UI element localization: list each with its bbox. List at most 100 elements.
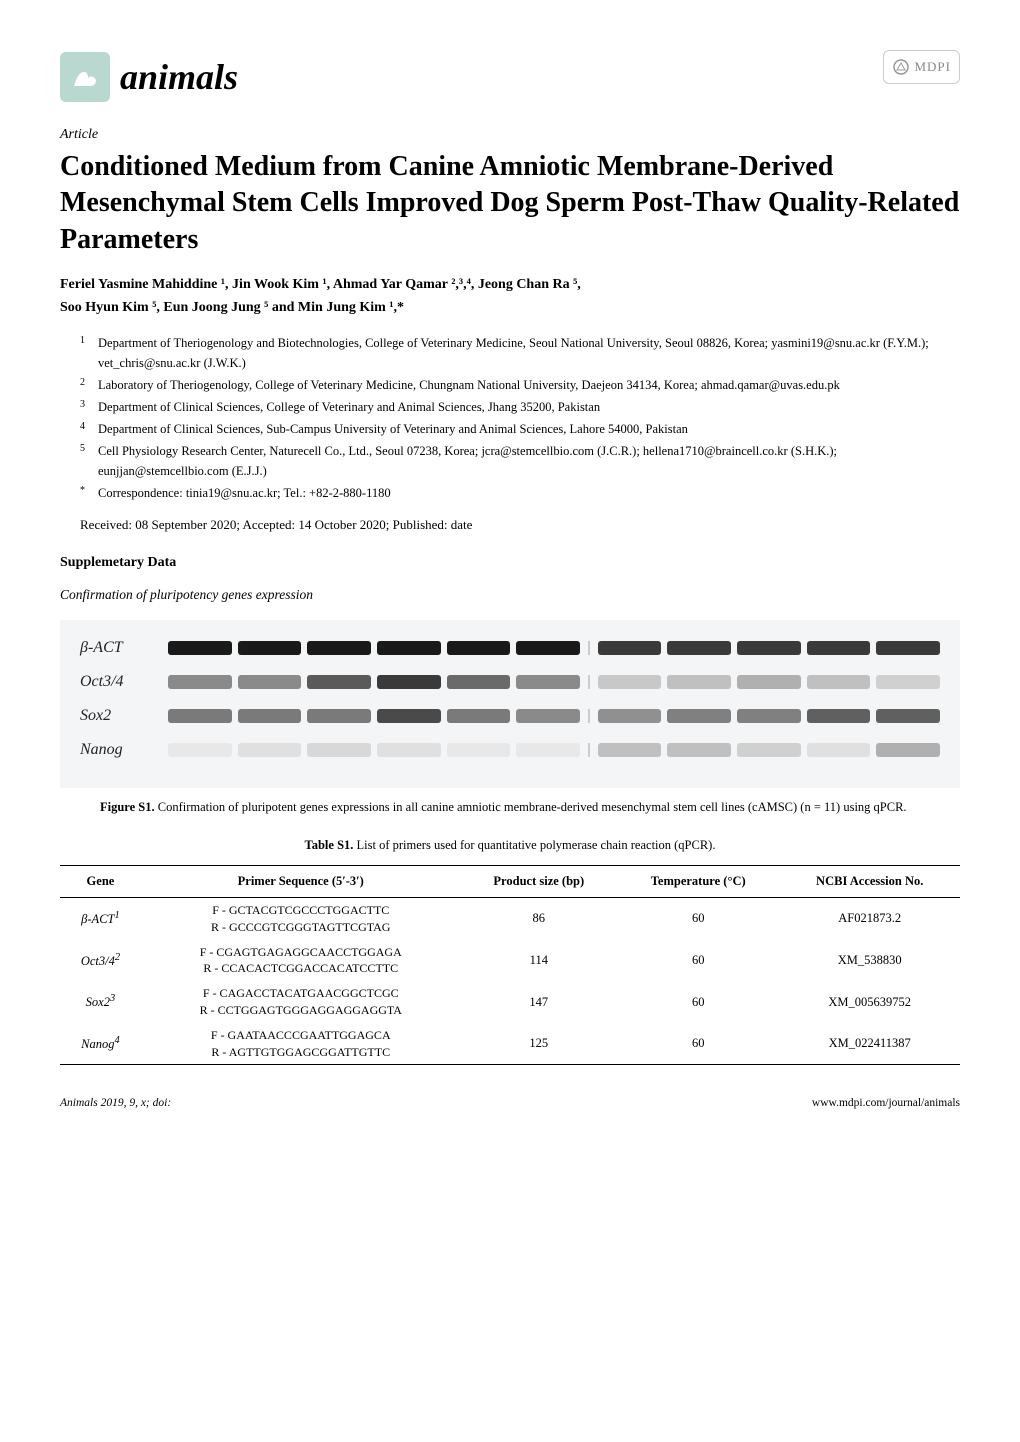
gel-band (168, 641, 232, 655)
gel-band (667, 709, 731, 723)
gel-band (307, 641, 371, 655)
gel-row-label: Sox2 (80, 704, 150, 728)
gel-group-separator (588, 641, 590, 655)
cell-size: 86 (461, 897, 617, 939)
gel-band (516, 743, 580, 757)
table-caption-text: List of primers used for quantitative po… (353, 838, 715, 852)
supplementary-heading: Supplemetary Data (60, 552, 960, 573)
figure-caption-label: Figure S1. (100, 800, 155, 814)
mdpi-logo: MDPI (883, 50, 960, 84)
affiliation-item: *Correspondence: tinia19@snu.ac.kr; Tel.… (80, 483, 960, 503)
cell-temp: 60 (617, 940, 779, 982)
affiliation-text: Cell Physiology Research Center, Naturec… (98, 441, 960, 481)
affiliation-text: Department of Clinical Sciences, Sub-Cam… (98, 419, 688, 439)
cell-sequence: F - CAGACCTACATGAACGGCTCGCR - CCTGGAGTGG… (141, 981, 461, 1023)
gel-band (307, 709, 371, 723)
affiliation-number: * (80, 483, 90, 503)
cell-temp: 60 (617, 981, 779, 1023)
article-title: Conditioned Medium from Canine Amniotic … (60, 149, 960, 258)
affiliation-number: 3 (80, 397, 90, 417)
gel-band (238, 675, 302, 689)
cell-acc: XM_538830 (779, 940, 960, 982)
gel-band (516, 675, 580, 689)
table-row: Nanog4F - GAATAACCCGAATTGGAGCAR - AGTTGT… (60, 1023, 960, 1065)
table-caption-label: Table S1. (305, 838, 354, 852)
gel-band (807, 709, 871, 723)
cell-sequence: F - GAATAACCCGAATTGGAGCAR - AGTTGTGGAGCG… (141, 1023, 461, 1065)
gel-band (737, 675, 801, 689)
affiliation-item: 2 Laboratory of Theriogenology, College o… (80, 375, 960, 395)
gel-row-label: Nanog (80, 738, 150, 762)
table-header-row: Gene Primer Sequence (5′-3′) Product siz… (60, 866, 960, 898)
cell-gene: Nanog4 (60, 1023, 141, 1065)
gel-band (667, 641, 731, 655)
cell-sequence: F - CGAGTGAGAGGCAACCTGGAGAR - CCACACTCGG… (141, 940, 461, 982)
gel-band (667, 743, 731, 757)
cell-size: 125 (461, 1023, 617, 1065)
gel-band (447, 641, 511, 655)
footer-left: Animals 2019, 9, x; doi: (60, 1095, 171, 1112)
authors: Feriel Yasmine Mahiddine ¹, Jin Wook Kim… (60, 274, 960, 319)
header: animals MDPI (60, 50, 960, 104)
gel-band (168, 675, 232, 689)
gel-band (307, 743, 371, 757)
gel-group-separator (588, 743, 590, 757)
gel-band (447, 709, 511, 723)
gel-band (737, 641, 801, 655)
col-temp: Temperature (°C) (617, 866, 779, 898)
table-row: Sox23F - CAGACCTACATGAACGGCTCGCR - CCTGG… (60, 981, 960, 1023)
gel-band (876, 675, 940, 689)
gel-band (168, 709, 232, 723)
table-caption: Table S1. List of primers used for quant… (60, 836, 960, 855)
authors-line-1: Feriel Yasmine Mahiddine ¹, Jin Wook Kim… (60, 274, 960, 296)
received-line: Received: 08 September 2020; Accepted: 1… (60, 515, 960, 535)
affiliation-text: Laboratory of Theriogenology, College of… (98, 375, 840, 395)
gel-lanes (168, 743, 940, 757)
gel-band (807, 743, 871, 757)
gel-band (598, 709, 662, 723)
gel-band (377, 675, 441, 689)
affiliation-item: 1Department of Theriogenology and Biotec… (80, 333, 960, 373)
gel-band (516, 709, 580, 723)
gel-band (377, 709, 441, 723)
gel-band (667, 675, 731, 689)
mdpi-label: MDPI (914, 57, 951, 77)
footer-right: www.mdpi.com/journal/animals (812, 1095, 960, 1112)
affiliation-text: Department of Theriogenology and Biotech… (98, 333, 960, 373)
gel-band (876, 641, 940, 655)
gel-band (598, 743, 662, 757)
affiliation-number: 5 (80, 441, 90, 481)
gel-band (238, 641, 302, 655)
col-acc: NCBI Accession No. (779, 866, 960, 898)
col-size: Product size (bp) (461, 866, 617, 898)
gel-row-label: β-ACT (80, 636, 150, 660)
gel-band (238, 709, 302, 723)
cell-temp: 60 (617, 1023, 779, 1065)
col-seq: Primer Sequence (5′-3′) (141, 866, 461, 898)
gel-row: Sox2 (80, 704, 940, 728)
affiliation-number: 4 (80, 419, 90, 439)
gel-row-label: Oct3/4 (80, 670, 150, 694)
authors-line-2: Soo Hyun Kim ⁵, Eun Joong Jung ⁵ and Min… (60, 297, 960, 319)
primers-table: Gene Primer Sequence (5′-3′) Product siz… (60, 865, 960, 1065)
cell-gene: β-ACT1 (60, 897, 141, 939)
affiliation-item: 4 Department of Clinical Sciences, Sub-Ca… (80, 419, 960, 439)
confirmation-heading: Confirmation of pluripotency genes expre… (60, 585, 960, 605)
cell-acc: XM_005639752 (779, 981, 960, 1023)
article-type: Article (60, 124, 960, 145)
figure-caption-text: Confirmation of pluripotent genes expres… (155, 800, 907, 814)
gel-band (598, 675, 662, 689)
gel-band (168, 743, 232, 757)
gel-band (807, 675, 871, 689)
gel-band (238, 743, 302, 757)
cell-size: 147 (461, 981, 617, 1023)
cell-gene: Sox23 (60, 981, 141, 1023)
gel-band (737, 709, 801, 723)
cell-temp: 60 (617, 897, 779, 939)
affiliation-number: 2 (80, 375, 90, 395)
gel-lanes (168, 675, 940, 689)
cell-acc: XM_022411387 (779, 1023, 960, 1065)
col-gene: Gene (60, 866, 141, 898)
gel-band (737, 743, 801, 757)
affiliation-text: Department of Clinical Sciences, College… (98, 397, 600, 417)
